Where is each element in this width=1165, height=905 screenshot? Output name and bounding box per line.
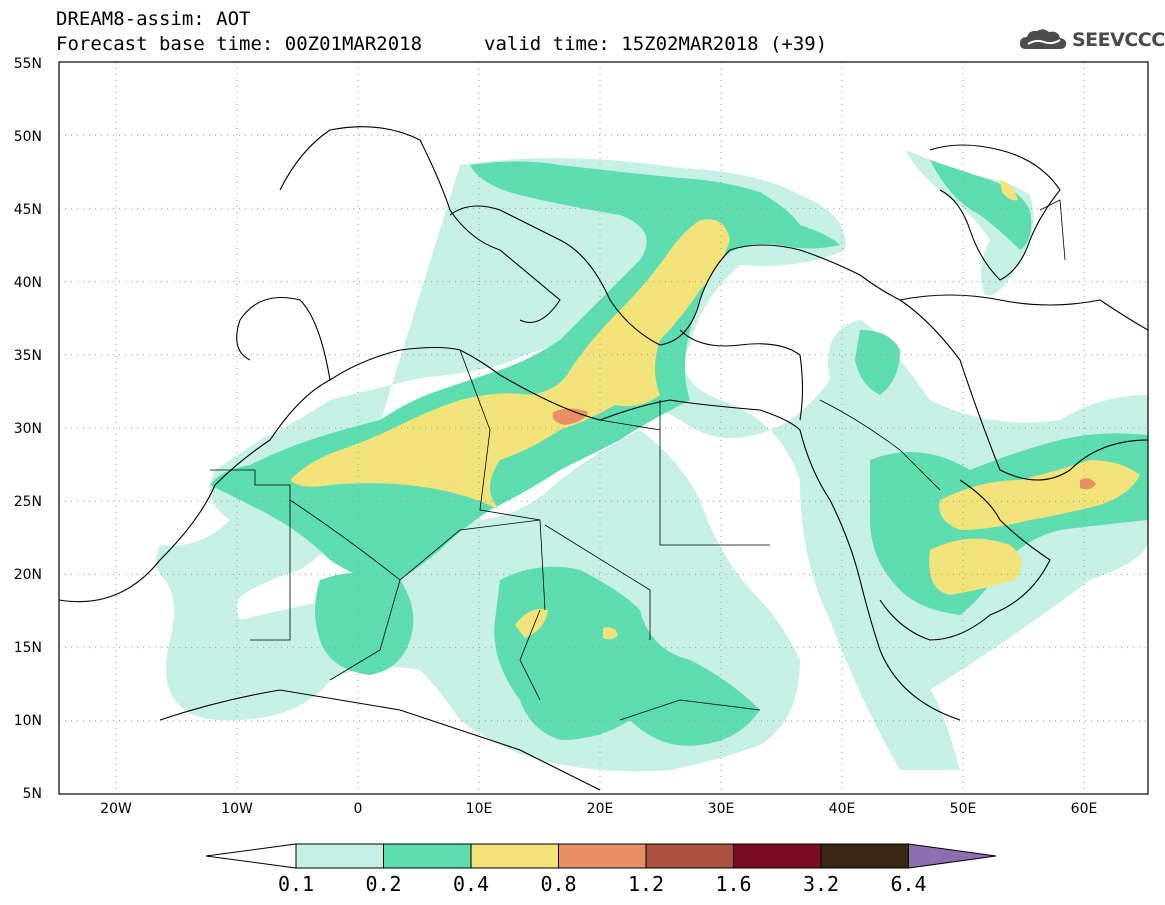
lat-label: 15N [14,640,42,656]
lat-label: 5N [23,786,42,802]
colorbar-label: 0.2 [365,872,401,896]
lon-label: 20W [100,801,132,817]
lat-label: 30N [14,421,42,437]
lon-label: 0 [354,801,363,817]
lon-label: 20E [587,801,614,817]
colorbar-swatch [383,843,472,869]
lat-label: 20N [14,567,42,583]
colorbar-low-arrow [205,843,297,869]
lat-label: 25N [14,494,42,510]
aot-shading [156,150,1148,772]
colorbar-high-arrow [908,843,997,869]
colorbar-swatch [295,843,384,869]
aot-band-0-8 [552,408,1096,490]
forecast-base-time: Forecast base time: 00Z01MAR2018 [56,33,423,55]
lat-label: 40N [14,275,42,291]
lat-label: 45N [14,202,42,218]
colorbar-label: 0.4 [453,872,489,896]
lat-label: 55N [14,56,42,72]
lat-label: 50N [14,129,42,145]
plot-frame [58,61,1149,795]
lon-label: 30E [708,801,735,817]
lat-label: 35N [14,348,42,364]
logo-text: SEEVCCC [1072,29,1165,51]
lon-label: 10E [466,801,493,817]
lat-axis: 55N 50N 45N 40N 35N 30N 25N 20N 15N 10N … [14,56,42,802]
borders [210,199,1066,721]
chart-title: DREAM8-assim: AOT [56,8,251,30]
lat-label: 10N [14,713,42,729]
lon-axis: 20W 10W 0 10E 20E 30E 40E 50E 60E [100,801,1097,817]
colorbar-swatch [820,843,909,869]
colorbar-label: 3.2 [803,872,839,896]
aot-band-0-4 [290,180,1140,640]
colorbar-swatch [733,843,822,869]
lon-label: 10W [221,801,253,817]
lon-label: 40E [829,801,856,817]
colorbar-label: 0.8 [540,872,576,896]
colorbar-label: 0.1 [278,872,314,896]
seevccc-logo: SEEVCCC [1018,26,1165,54]
grid [59,62,1148,794]
lon-label: 50E [950,801,977,817]
colorbar-swatch [645,843,734,869]
coastlines [59,126,1148,791]
lon-label: 60E [1071,801,1098,817]
cloud-icon [1019,29,1067,49]
colorbar-label: 6.4 [890,872,926,896]
colorbar: 0.1 0.2 0.4 0.8 1.2 1.6 3.2 6.4 [205,843,997,896]
valid-time: valid time: 15Z02MAR2018 (+39) [484,33,828,55]
colorbar-swatch [558,843,647,869]
colorbar-label: 1.6 [715,872,751,896]
colorbar-label: 1.2 [628,872,664,896]
colorbar-swatch [470,843,559,869]
